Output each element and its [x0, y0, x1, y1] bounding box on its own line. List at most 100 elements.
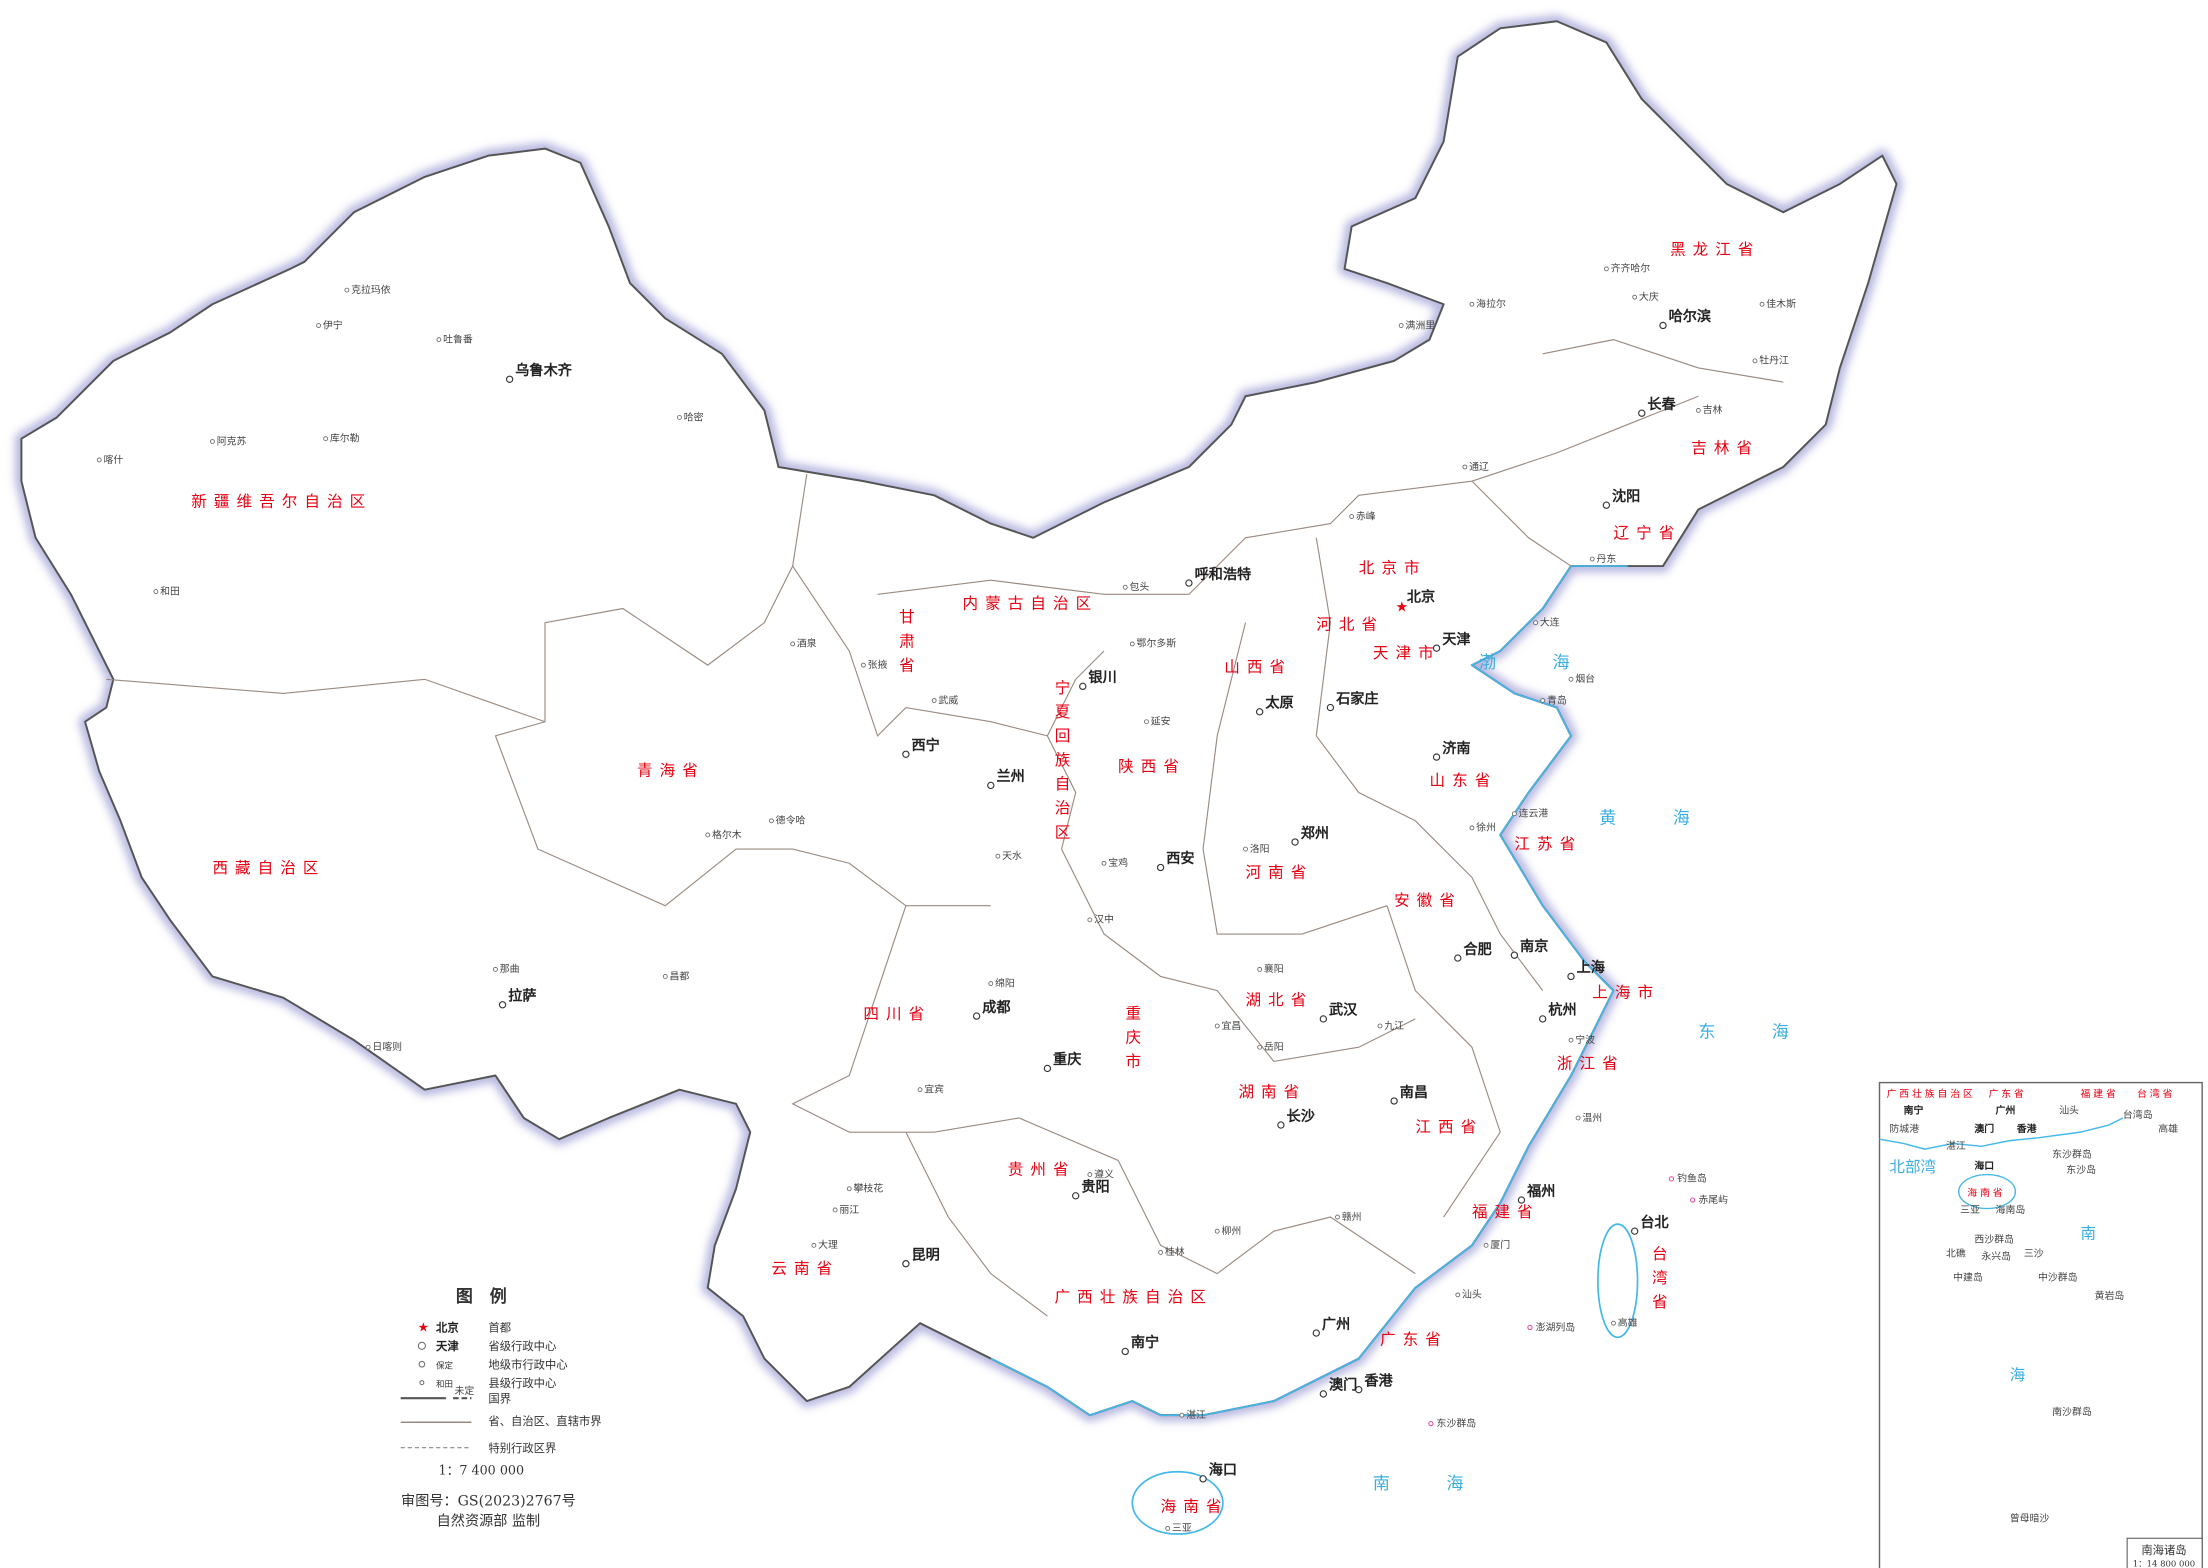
city-icon [931, 698, 937, 703]
sea-label: 黄海 [1599, 809, 1746, 829]
inset-label: 北部湾 [1889, 1158, 1936, 1176]
provincial-capital-icon [1659, 321, 1667, 330]
city-icon [1469, 301, 1475, 307]
city-label: 武汉 [1329, 1002, 1358, 1019]
city-label: 吉林 [1703, 403, 1723, 416]
city-label: 天津 [1442, 631, 1470, 648]
province-label: 云南省 [771, 1260, 839, 1278]
city-icon [1455, 1292, 1461, 1298]
province-label: 新疆维吾尔自治区 [191, 493, 372, 511]
provincial-capital-icon [1199, 1475, 1207, 1483]
city-label: 齐齐哈尔 [1611, 262, 1651, 275]
province-label: 天津市 [1373, 644, 1441, 662]
city-icon [1158, 1250, 1164, 1255]
island-label: 钓鱼岛 [1677, 1172, 1707, 1185]
province-label: 湖南省 [1238, 1083, 1306, 1101]
city-label: 天水 [1002, 850, 1022, 862]
provincial-capital-icon [1079, 682, 1087, 691]
city-label: 大连 [1540, 616, 1560, 629]
city-icon [1533, 620, 1539, 626]
city-icon [705, 832, 711, 838]
legend-label: 国界 [488, 1391, 511, 1405]
inset-label: 台湾岛 [2123, 1108, 2153, 1121]
city-label: 那曲 [500, 963, 520, 975]
city-label: 牡丹江 [1759, 354, 1789, 367]
city-icon [1144, 719, 1149, 725]
publisher: 自然资源部 监制 [437, 1513, 540, 1530]
inset-label: 福建省 [2080, 1087, 2118, 1100]
city-icon [1752, 358, 1758, 364]
province-label: 四川省 [863, 1005, 931, 1023]
city-label: 赤峰 [1356, 510, 1376, 522]
provincial-capital-icon [1277, 1121, 1285, 1129]
city-label: 青岛 [1547, 693, 1567, 706]
city-label: 哈尔滨 [1669, 308, 1712, 325]
inset-label: 永兴岛 [1981, 1249, 2011, 1262]
city-icon [1540, 698, 1546, 703]
inset-title: 南海诸岛 [2141, 1543, 2186, 1557]
city-label: 伊宁 [323, 318, 343, 331]
city-icon [846, 1186, 852, 1192]
province-label: 广西壮族自治区 [1054, 1288, 1212, 1306]
city-icon [1129, 641, 1135, 647]
inset-label: 高雄 [2158, 1122, 2178, 1135]
city-label: 吐鲁番 [443, 332, 473, 345]
city-label: 岳阳 [1264, 1041, 1284, 1053]
provincial-capital-icon [972, 1012, 981, 1020]
city-icon [1257, 1044, 1263, 1050]
island-icon [1668, 1176, 1675, 1182]
province-label: 福建省 [1472, 1203, 1540, 1221]
city-icon [1632, 294, 1638, 300]
city-label: 汕头 [1462, 1289, 1482, 1301]
city-label: 福州 [1526, 1183, 1555, 1200]
province-label: 广东省 [1380, 1330, 1448, 1348]
provincial-capital-icon [505, 375, 514, 383]
inset-label: 汕头 [2059, 1105, 2079, 1117]
city-label: 格尔木 [712, 828, 742, 841]
city-label: 西安 [1166, 850, 1194, 867]
city-label: 宁波 [1575, 1033, 1595, 1046]
sea-label: 渤海 [1479, 653, 1626, 673]
legend-label: 省、自治区、直辖市界 [488, 1414, 601, 1428]
province-label: 黑龙江省 [1670, 241, 1761, 259]
provincial-capital-icon [1510, 951, 1519, 959]
capital-star-icon: ★ [1396, 599, 1409, 615]
provincial-capital-icon [1567, 972, 1575, 981]
inset-label: 海口 [1974, 1159, 1994, 1172]
city-icon [1759, 301, 1765, 307]
province-label: 甘肃省 [897, 608, 915, 680]
south-china-sea-inset: 广西壮族自治区 广东省 福建省 台湾省南宁 广州澳门 香港汕头 台湾岛高雄防城港湛江北部湾海… [1878, 1081, 2203, 1568]
city-icon [493, 966, 498, 972]
city-icon [917, 1087, 923, 1093]
inset-label: 海 [2010, 1366, 2026, 1384]
city-label: 九江 [1384, 1020, 1404, 1032]
city-icon [1101, 860, 1107, 866]
city-label: 赣州 [1342, 1210, 1362, 1223]
province-label: 台湾省 [1650, 1245, 1668, 1317]
province-border [1061, 848, 1416, 1062]
inset-label: 三亚 [1960, 1205, 1980, 1216]
city-label: 成都 [982, 999, 1010, 1016]
provincial-capital-icon [1121, 1347, 1129, 1356]
provincial-capital-icon [1185, 579, 1193, 587]
province-label: 湖北省 [1246, 991, 1314, 1009]
inset-title-box [2126, 1537, 2203, 1568]
city-icon [861, 662, 866, 668]
province-label: 陕西省 [1118, 757, 1186, 775]
inset-label: 防城港 [1889, 1122, 1919, 1135]
city-label: 库尔勒 [330, 432, 360, 445]
inset-label: 西沙群岛 [1974, 1233, 2014, 1246]
island-icon [1690, 1197, 1696, 1203]
province-label: 宁夏回族自治区 [1053, 679, 1071, 848]
inset-label: 中建岛 [1953, 1271, 1983, 1284]
city-icon [1243, 846, 1248, 852]
city-icon [1398, 323, 1404, 328]
city-label: 厦门 [1490, 1238, 1510, 1251]
city-icon [1087, 1172, 1093, 1177]
provincial-capital-icon [1255, 708, 1264, 716]
city-label: 遵义 [1094, 1167, 1114, 1180]
city-icon [1462, 464, 1468, 470]
inset-frame [1878, 1081, 2203, 1568]
sea-label: 东海 [1698, 1022, 1845, 1042]
